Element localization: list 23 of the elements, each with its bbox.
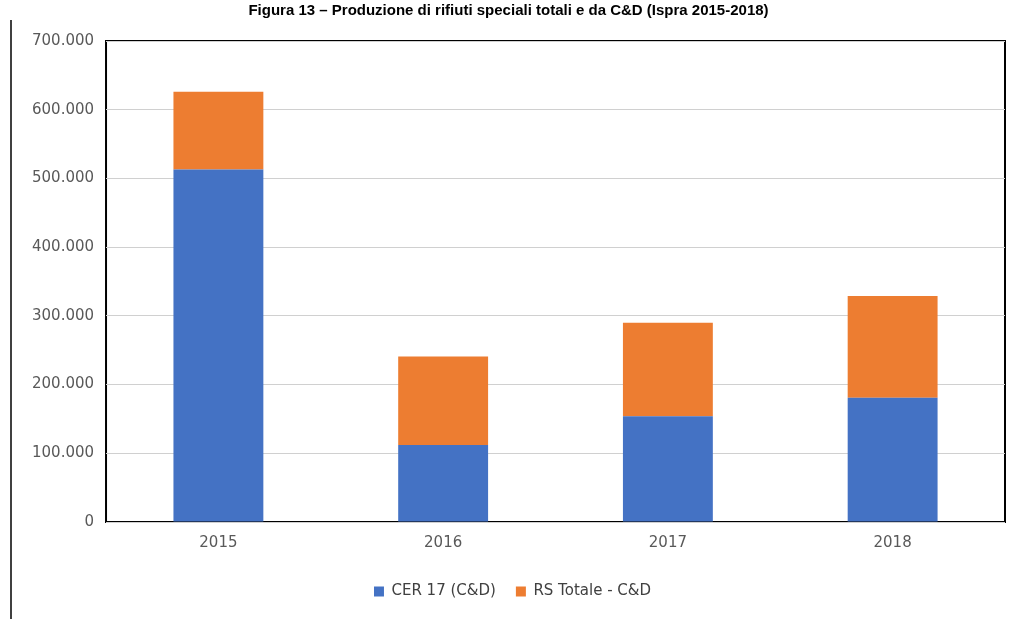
x-tick-label: 2018: [873, 532, 912, 551]
bar: [173, 169, 264, 522]
chart-title: Figura 13 – Produzione di rifiuti speciali totali e da C&D (Ispra 2015-2018): [247, 0, 770, 20]
x-tick-label: 2015: [199, 532, 238, 551]
bar: [173, 91, 264, 170]
x-tick-label: 2016: [424, 532, 463, 551]
bar: [398, 356, 489, 446]
y-tick-label: 300.000: [32, 305, 95, 324]
y-tick-label: 400.000: [32, 237, 95, 256]
bar: [622, 416, 713, 522]
bar: [398, 445, 489, 522]
legend-label: CER 17 (C&D): [391, 581, 496, 600]
y-tick-label: 600.000: [32, 99, 95, 118]
bar: [847, 397, 938, 522]
x-tick-label: 2017: [648, 532, 687, 551]
y-tick-label: 100.000: [32, 443, 95, 462]
y-tick-label: 700.000: [32, 30, 95, 49]
y-tick-label: 0: [84, 511, 95, 530]
legend-label: RS Totale - C&D: [533, 581, 652, 600]
bar: [847, 295, 938, 398]
y-tick-label: 200.000: [32, 374, 95, 393]
y-tick-label: 500.000: [32, 168, 95, 187]
bar: [622, 322, 713, 417]
